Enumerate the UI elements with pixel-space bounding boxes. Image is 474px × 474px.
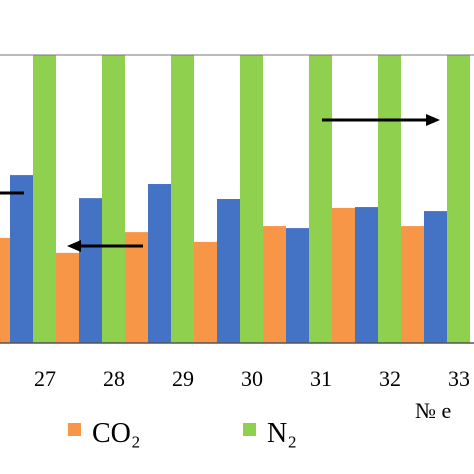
- bar: [79, 198, 102, 343]
- bar: [447, 55, 470, 343]
- arrowhead: [426, 114, 440, 126]
- bar: [263, 226, 286, 343]
- bar: [217, 199, 240, 343]
- legend-label: N₂: [267, 418, 297, 449]
- bar: [0, 237, 10, 343]
- x-tick-label: 28: [103, 366, 125, 391]
- bar: [171, 55, 194, 343]
- arrowhead: [67, 240, 81, 252]
- annotation-arrows: [0, 114, 440, 252]
- bar: [424, 211, 447, 343]
- x-axis-label: № e: [415, 398, 451, 423]
- bar: [355, 207, 378, 343]
- x-tick-label: 32: [379, 366, 401, 391]
- legend-label: CO₂: [92, 418, 141, 449]
- bar: [33, 55, 56, 343]
- bar: [332, 207, 355, 343]
- bar: [309, 55, 332, 343]
- x-tick-label: 29: [172, 366, 194, 391]
- bar: [194, 241, 217, 343]
- bar: [401, 226, 424, 343]
- legend-swatch: [243, 423, 256, 436]
- plot-area: [0, 55, 470, 343]
- x-tick-label: 30: [241, 366, 263, 391]
- bar: [148, 184, 171, 343]
- legend-swatch: [68, 423, 81, 436]
- x-tick-label: 27: [34, 366, 56, 391]
- bar: [56, 252, 79, 343]
- bar: [125, 232, 148, 343]
- bar: [102, 55, 125, 343]
- x-tick-label: 31: [310, 366, 332, 391]
- bar: [378, 55, 401, 343]
- legend: N₂ CO₂: [68, 418, 297, 449]
- x-tick-label: 33: [448, 366, 470, 391]
- bar: [240, 55, 263, 343]
- bar: [10, 175, 33, 343]
- bar: [286, 228, 309, 343]
